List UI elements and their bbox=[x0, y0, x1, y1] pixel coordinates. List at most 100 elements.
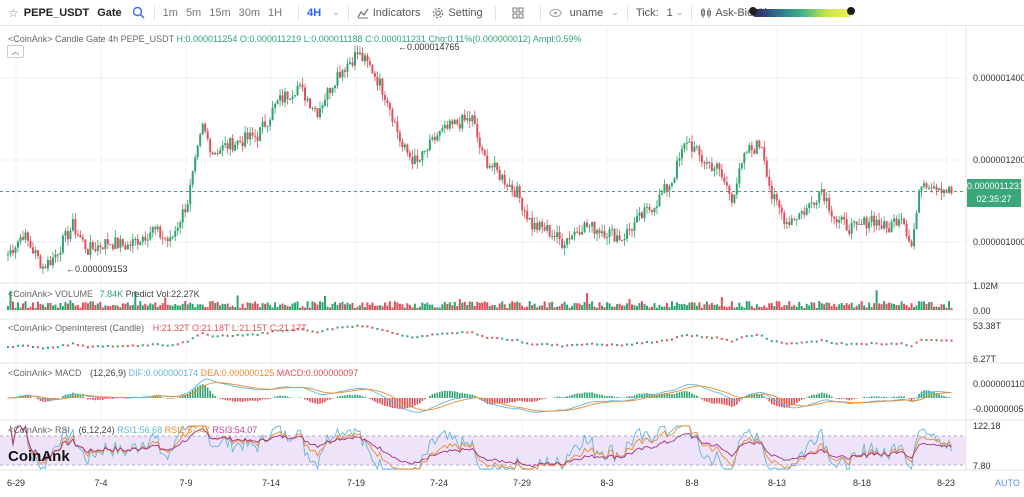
candle-body bbox=[780, 207, 783, 213]
timeframe-5m[interactable]: 5m bbox=[185, 6, 202, 19]
volume-bar bbox=[109, 306, 112, 310]
candle-body bbox=[883, 221, 886, 229]
timeframe-4h[interactable]: 4H bbox=[307, 6, 322, 19]
volume-bar bbox=[441, 304, 444, 310]
oi-candle bbox=[316, 331, 319, 334]
candle-body bbox=[251, 132, 254, 136]
collapse-legend-button[interactable]: ︿ bbox=[7, 45, 24, 58]
candle-body bbox=[184, 209, 187, 213]
macd-bar bbox=[311, 398, 314, 403]
color-scale-slider[interactable] bbox=[752, 9, 852, 17]
candle-body bbox=[36, 250, 39, 257]
oi-candle bbox=[790, 342, 793, 345]
timeframe-1m[interactable]: 1m bbox=[162, 6, 178, 19]
macd-bar bbox=[526, 398, 528, 402]
volume-bar bbox=[478, 302, 481, 310]
volume-bar bbox=[333, 301, 336, 310]
uname-dropdown[interactable]: uname ⌄ bbox=[549, 7, 619, 19]
volume-bar bbox=[516, 301, 519, 310]
oi-candle bbox=[361, 325, 364, 328]
macd-bar bbox=[254, 398, 256, 401]
candle-body bbox=[713, 168, 716, 171]
oi-candle bbox=[81, 344, 84, 347]
volume-bar bbox=[146, 305, 149, 310]
candle-body bbox=[249, 132, 252, 140]
macd-bar bbox=[626, 396, 628, 398]
timeframe-30m[interactable]: 30m bbox=[238, 6, 261, 19]
macd-bar bbox=[431, 394, 434, 398]
candle-body bbox=[229, 138, 232, 149]
tick-dropdown[interactable]: Tick: 1 ⌄ bbox=[636, 7, 683, 19]
candle-body bbox=[601, 231, 604, 234]
macd-bar bbox=[259, 398, 261, 401]
symbol-selector[interactable]: PEPE_USDT bbox=[23, 6, 90, 19]
oi-legend-prefix: <CoinAnk> OpenInterest (Candle) bbox=[8, 323, 145, 333]
volume-bar bbox=[708, 304, 711, 310]
macd-bar bbox=[803, 398, 806, 399]
volume-bar bbox=[700, 307, 703, 310]
candle-body bbox=[378, 78, 381, 86]
candle-body bbox=[189, 184, 192, 205]
layout-grid-icon[interactable] bbox=[512, 7, 524, 19]
oi-candle bbox=[96, 345, 99, 348]
slider-handle-right[interactable] bbox=[847, 7, 855, 15]
candle-body bbox=[658, 194, 661, 207]
candle-body bbox=[695, 146, 698, 148]
exchange-label[interactable]: Gate bbox=[97, 6, 122, 19]
volume-bar bbox=[893, 304, 896, 310]
candle-body bbox=[431, 137, 434, 140]
candle-body bbox=[628, 229, 631, 231]
candle-body bbox=[348, 62, 351, 64]
macd-bar bbox=[678, 392, 681, 398]
candle-body bbox=[623, 239, 626, 241]
oi-candle bbox=[735, 338, 738, 341]
chart-canvas[interactable]: 6-29 7-4 7-9 7-14 7-19 7-24 7-29 8-3 8-8 8-13 8-18… bbox=[0, 27, 1024, 497]
volume-bar bbox=[735, 307, 738, 310]
candle-body bbox=[648, 206, 651, 210]
candle-body bbox=[858, 224, 861, 226]
candle-body bbox=[613, 228, 616, 242]
eye-icon bbox=[549, 8, 562, 17]
volume-bar bbox=[216, 301, 219, 310]
setting-button[interactable]: Setting bbox=[432, 7, 483, 19]
volume-bar bbox=[338, 302, 341, 310]
candle-body bbox=[928, 187, 931, 189]
candle-body bbox=[483, 150, 486, 156]
brand-watermark: CoinAnk bbox=[8, 448, 70, 465]
candle-body bbox=[366, 55, 369, 62]
macd-bar bbox=[74, 393, 77, 398]
volume-bar bbox=[289, 306, 292, 310]
volume-bar bbox=[71, 303, 74, 310]
volume-bar bbox=[209, 301, 212, 310]
candle-body bbox=[121, 239, 124, 246]
timeframe-1h[interactable]: 1H bbox=[268, 6, 283, 19]
volume-bar bbox=[880, 304, 883, 310]
candle-body bbox=[156, 226, 159, 230]
candle-body bbox=[915, 212, 918, 230]
candle-body bbox=[386, 99, 389, 104]
indicators-button[interactable]: Indicators bbox=[357, 7, 420, 19]
candle-legend-open: O:0.000011219 bbox=[239, 34, 302, 44]
candle-body bbox=[596, 230, 599, 234]
candle-countdown: 02:35:27 bbox=[976, 194, 1012, 204]
slider-handle-left[interactable] bbox=[749, 7, 757, 15]
chevron-down-icon[interactable]: ⌄ bbox=[332, 7, 340, 17]
timeframe-15m[interactable]: 15m bbox=[209, 6, 231, 19]
candle-body bbox=[546, 224, 549, 231]
candle-body bbox=[336, 72, 339, 86]
oi-candle bbox=[805, 341, 808, 344]
candle-body bbox=[411, 157, 414, 165]
macd-bar bbox=[34, 398, 37, 399]
volume-bar bbox=[386, 305, 389, 310]
auto-scale-button[interactable]: AUTO bbox=[995, 478, 1020, 488]
candle-body bbox=[171, 236, 174, 238]
search-icon[interactable] bbox=[132, 6, 146, 20]
volume-bar bbox=[573, 302, 576, 310]
volume-bar bbox=[883, 301, 886, 310]
volume-bar bbox=[86, 303, 89, 310]
macd-bar bbox=[211, 393, 214, 398]
candle-body bbox=[501, 174, 504, 180]
volume-bar bbox=[928, 302, 931, 310]
volume-bar bbox=[408, 304, 411, 310]
favorite-star-icon[interactable]: ☆ bbox=[8, 5, 19, 20]
